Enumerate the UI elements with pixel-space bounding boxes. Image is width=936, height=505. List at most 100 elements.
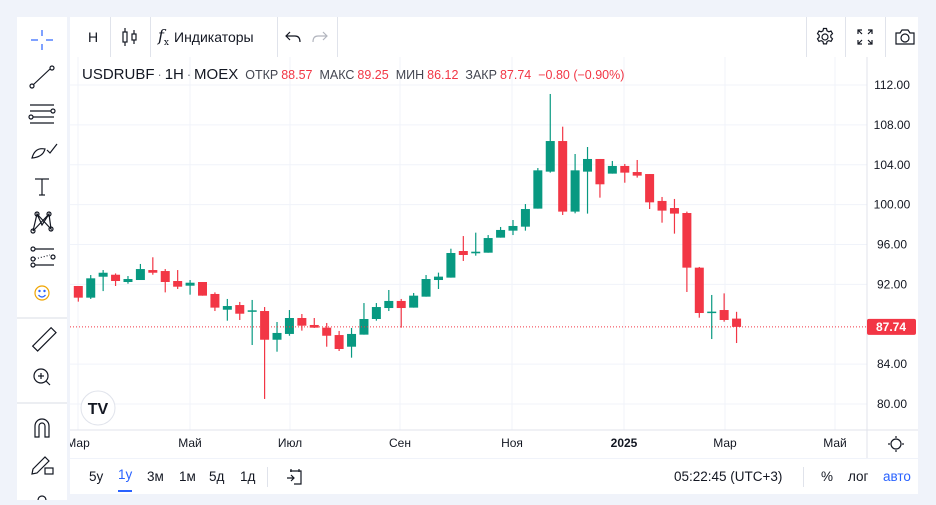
candle-body	[583, 158, 593, 172]
time-tick-label: Ноя	[501, 436, 523, 450]
fx-icon: fx	[158, 25, 169, 49]
emoji-icon[interactable]	[34, 285, 50, 301]
candle-body	[446, 252, 456, 278]
log-toggle[interactable]: лог	[848, 469, 869, 484]
candle-body	[210, 293, 220, 308]
text-icon[interactable]	[35, 178, 49, 196]
candles-icon	[122, 28, 137, 46]
candle-body	[570, 170, 580, 212]
divider	[337, 17, 338, 57]
fib-lines-icon[interactable]	[28, 104, 56, 124]
candle-body	[297, 317, 307, 326]
time-tick-label: 2025	[611, 436, 638, 450]
gear-icon	[816, 27, 834, 45]
indicators-button[interactable]: fx Индикаторы	[158, 17, 276, 57]
candle-body	[607, 165, 617, 174]
snapshot-button[interactable]	[890, 17, 920, 57]
candle-body	[682, 213, 692, 268]
tradingview-logo[interactable]: TV	[80, 390, 116, 426]
candle-body	[483, 238, 493, 253]
candle-body	[98, 272, 108, 277]
candle-body	[359, 318, 369, 335]
candle-body	[185, 282, 195, 286]
candle	[384, 289, 394, 312]
interval-button[interactable]: H	[87, 29, 99, 45]
calendar-icon	[287, 468, 302, 485]
candle	[607, 160, 617, 174]
range-1y[interactable]: 1y	[118, 459, 133, 492]
go-to-date-button[interactable]	[286, 459, 304, 494]
candle-body	[508, 225, 518, 231]
time-tick-label: Май	[823, 436, 847, 450]
close-label: ЗАКР	[465, 68, 497, 82]
close-value: 87.74	[499, 68, 532, 82]
brush-icon[interactable]	[31, 143, 58, 159]
candle	[732, 311, 742, 344]
candle	[347, 327, 357, 358]
price-tick-label: 92.00	[877, 277, 907, 291]
candle	[433, 272, 443, 289]
range-3m[interactable]: 3м	[147, 469, 164, 484]
candle	[458, 236, 468, 261]
price-axis[interactable]: 112.00 108.00 104.00 100.00 96.00 92.00 84.00 8…	[874, 78, 911, 411]
time-tick-label: Мар	[70, 436, 90, 450]
candle	[185, 280, 195, 295]
candle-body	[322, 327, 332, 336]
candle-body	[73, 285, 83, 298]
candle-body	[86, 278, 96, 298]
range-1m[interactable]: 1м	[179, 469, 196, 484]
divider	[267, 467, 268, 487]
lock-drawings-icon[interactable]	[31, 456, 54, 475]
candle	[235, 301, 245, 320]
price-tick-label: 112.00	[874, 78, 910, 92]
percent-toggle[interactable]: %	[821, 469, 834, 484]
candle-body	[148, 270, 158, 273]
time-settings-icon[interactable]	[888, 436, 904, 452]
candle-body	[309, 324, 319, 328]
trend-line-icon[interactable]	[29, 65, 55, 89]
price-chart[interactable]: 112.00 108.00 104.00 100.00 96.00 92.00 84.00 8…	[66, 57, 918, 458]
time-axis[interactable]: Мар Май Июл Сен Ноя 2025 Мар Май	[66, 436, 847, 450]
pattern-icon[interactable]	[30, 211, 54, 234]
candle-body	[409, 295, 419, 308]
range-5d[interactable]: 5д	[209, 469, 225, 484]
candle	[421, 275, 431, 297]
auto-toggle[interactable]: авто	[883, 469, 911, 484]
divider	[277, 17, 278, 57]
price-tick-label: 80.00	[877, 397, 907, 411]
candle-body	[272, 332, 282, 340]
crosshair-icon[interactable]	[31, 30, 53, 50]
candle-body	[732, 318, 742, 327]
change-value: −0.80 (−0.90%)	[538, 68, 625, 82]
zoom-in-icon[interactable]	[33, 368, 51, 386]
top-toolbar: H fx Индикаторы	[70, 17, 918, 58]
settings-button[interactable]	[810, 17, 840, 57]
symbol-name[interactable]: USDRUBF	[82, 66, 155, 83]
forecast-icon[interactable]	[30, 246, 56, 268]
range-1d[interactable]: 1д	[240, 469, 256, 484]
chart-area[interactable]: 112.00 108.00 104.00 100.00 96.00 92.00 84.00 8…	[66, 57, 918, 458]
candle	[545, 93, 555, 173]
undo-button[interactable]	[281, 17, 305, 57]
time-tick-label: Сен	[389, 436, 411, 450]
ruler-icon[interactable]	[31, 326, 57, 352]
magnet-icon[interactable]	[34, 418, 50, 438]
chart-type-button[interactable]	[115, 17, 145, 57]
candle-body	[620, 165, 630, 173]
range-5y[interactable]: 5y	[89, 469, 104, 484]
more-icon[interactable]	[37, 495, 47, 501]
fullscreen-button[interactable]	[850, 17, 880, 57]
clock[interactable]: 05:22:45 (UTC+3)	[674, 469, 783, 484]
symbol-legend: USDRUBF · 1H · MOEX ОТКР 88.57 МАКС 89.25 …	[82, 66, 624, 83]
candle-body	[247, 310, 257, 312]
candle-body	[284, 317, 294, 334]
candle-body	[545, 141, 555, 172]
candle	[632, 159, 642, 178]
candle-body	[694, 267, 704, 314]
candle-body	[657, 200, 667, 211]
candle-body	[396, 300, 406, 309]
candle-body	[458, 251, 468, 255]
indicators-label: Индикаторы	[174, 29, 254, 45]
candle	[558, 126, 568, 216]
redo-button[interactable]	[308, 17, 332, 57]
